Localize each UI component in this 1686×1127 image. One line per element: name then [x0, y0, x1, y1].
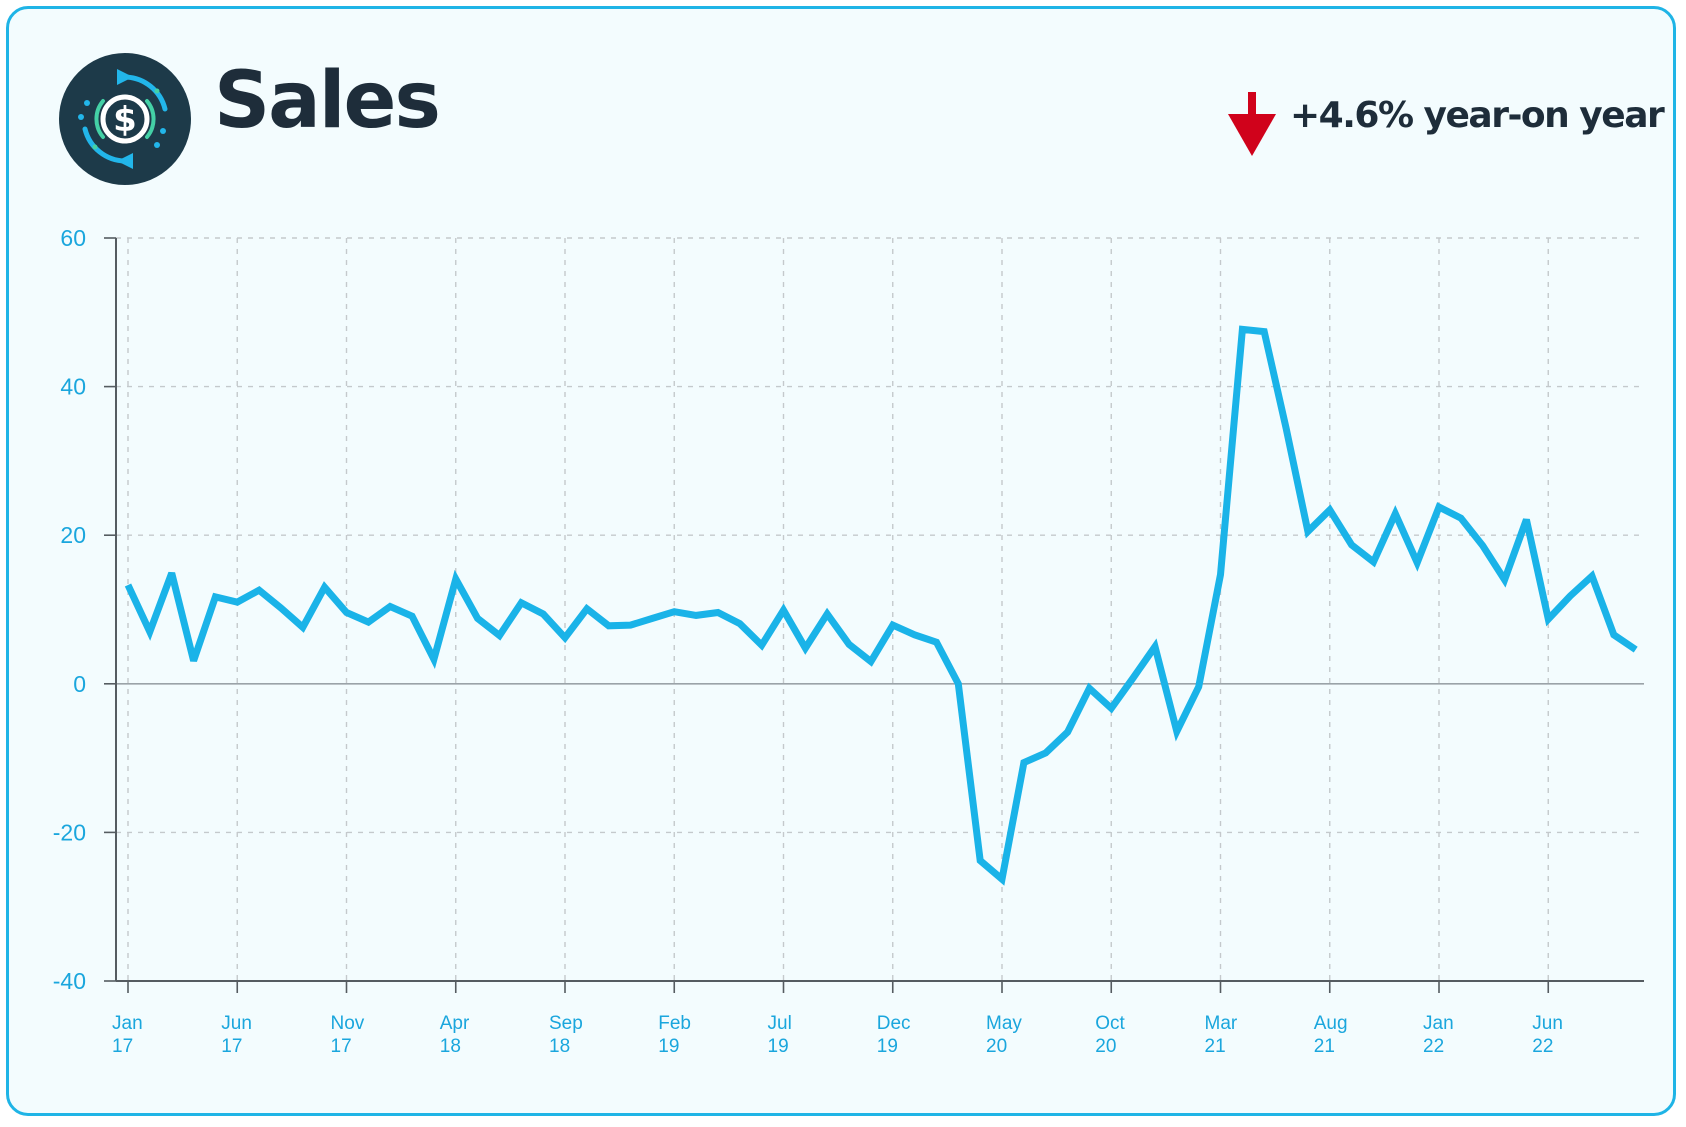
axes: [104, 237, 1644, 993]
svg-text:$: $: [113, 100, 137, 140]
page-title: Sales: [214, 56, 441, 146]
x-tick-label-year: 18: [440, 1036, 461, 1057]
x-tick-label-year: 22: [1532, 1036, 1553, 1057]
x-tick-label-month: Sep: [549, 1013, 583, 1034]
x-tick-label-year: 19: [877, 1036, 898, 1057]
x-tick-label-month: Jun: [221, 1013, 252, 1034]
y-tick-label: 40: [60, 374, 86, 400]
x-tick-label-month: Apr: [440, 1013, 470, 1034]
x-tick-label-year: 19: [768, 1036, 789, 1057]
x-tick-label-year: 22: [1423, 1036, 1444, 1057]
sales-series-line: [124, 325, 1638, 886]
x-tick-label-month: Feb: [658, 1013, 691, 1034]
x-tick-label-month: Jan: [1423, 1013, 1454, 1034]
x-tick-label-year: 17: [221, 1036, 242, 1057]
x-tick-label-year: 17: [112, 1036, 133, 1057]
sales-card: $: [6, 6, 1676, 1116]
arrow-down-icon: [1228, 92, 1276, 156]
x-tick-label-month: Jul: [768, 1013, 792, 1034]
y-tick-label: 60: [60, 225, 86, 251]
x-tick-label-year: 18: [549, 1036, 570, 1057]
dollar-cycle-icon: $: [59, 53, 191, 185]
x-tick-label-month: Nov: [331, 1013, 365, 1034]
x-tick-label-year: 20: [1095, 1036, 1116, 1057]
x-tick-label-month: Jan: [112, 1013, 143, 1034]
y-tick-label: -40: [53, 968, 86, 994]
x-tick-label-month: Mar: [1205, 1013, 1238, 1034]
x-tick-label-month: Aug: [1314, 1013, 1348, 1034]
x-tick-label-month: Jun: [1532, 1013, 1563, 1034]
x-tick-label-year: 19: [658, 1036, 679, 1057]
x-tick-label-year: 17: [331, 1036, 352, 1057]
y-tick-label: 0: [73, 671, 86, 697]
x-tick-label-month: Oct: [1095, 1013, 1125, 1034]
tick-labels: 6040200-20-40Jan17Jun17Nov17Apr18Sep18Fe…: [53, 225, 1563, 1057]
y-tick-label: -20: [53, 819, 86, 845]
x-tick-label-month: Dec: [877, 1013, 911, 1034]
x-tick-label-year: 21: [1205, 1036, 1226, 1057]
x-tick-label-year: 20: [986, 1036, 1007, 1057]
series-layer: [124, 325, 1638, 886]
x-tick-label-year: 21: [1314, 1036, 1335, 1057]
x-tick-label-month: May: [986, 1013, 1022, 1034]
grid-lines: [116, 237, 1644, 981]
year-on-year-text: +4.6% year-on year: [1290, 95, 1665, 136]
y-tick-label: 20: [60, 522, 86, 548]
